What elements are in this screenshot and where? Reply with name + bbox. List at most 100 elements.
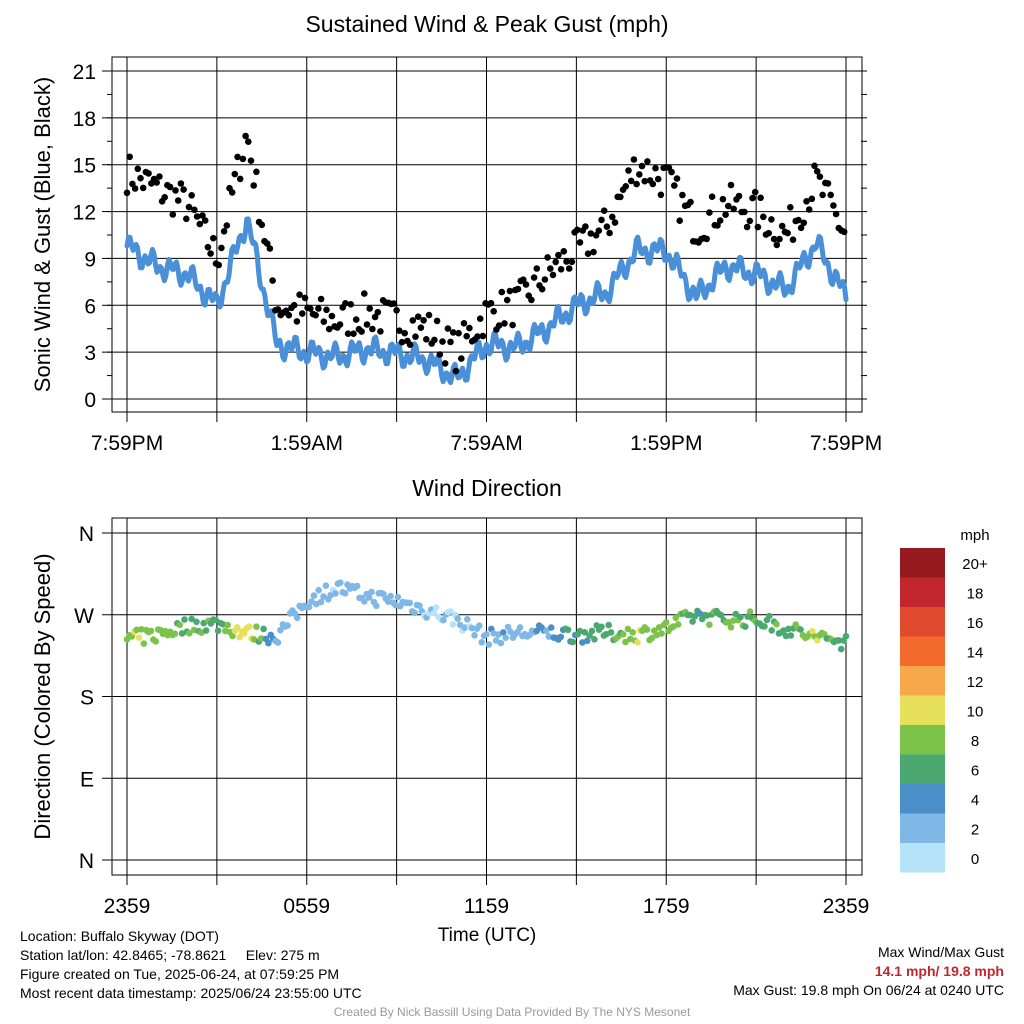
direction-point xyxy=(430,609,438,617)
direction-point xyxy=(672,614,680,622)
direction-point xyxy=(322,582,330,589)
peak-gust-point xyxy=(199,212,206,219)
sonic-wind-line xyxy=(124,216,849,386)
direction-point xyxy=(737,613,744,621)
direction-point xyxy=(485,641,493,648)
peak-gust-point xyxy=(174,197,182,204)
direction-point xyxy=(193,618,200,626)
peak-gust-point xyxy=(506,287,514,295)
direction-point xyxy=(186,630,193,637)
peak-gust-point xyxy=(687,198,694,206)
peak-gust-point xyxy=(223,222,231,229)
colorbar-swatch xyxy=(900,843,945,873)
top-x-tick-label: 7:59PM xyxy=(91,432,163,455)
peak-gust-point xyxy=(644,158,651,165)
direction-point xyxy=(797,626,804,633)
direction-point xyxy=(332,590,339,597)
peak-gust-point xyxy=(444,325,452,332)
peak-gust-point xyxy=(824,180,832,187)
direction-point xyxy=(181,616,188,623)
peak-gust-point xyxy=(587,230,595,237)
peak-gust-point xyxy=(552,258,559,266)
peak-gust-point xyxy=(816,173,824,180)
direction-point xyxy=(837,645,845,653)
peak-gust-point xyxy=(458,355,465,362)
bottom-x-tick-label: 1159 xyxy=(464,895,509,918)
colorbar-label: 12 xyxy=(967,674,984,691)
peak-gust-point xyxy=(401,329,409,337)
bottom-chart-title: Wind Direction xyxy=(412,475,562,501)
direction-point xyxy=(260,625,267,633)
credit-text: Created By Nick Bassill Using Data Provi… xyxy=(333,1005,691,1019)
top-y-tick-label: 6 xyxy=(84,295,96,318)
colorbar-unit: mph xyxy=(960,527,989,544)
peak-gust-point xyxy=(778,222,786,230)
peak-gust-point xyxy=(161,194,168,201)
peak-gust-point xyxy=(541,276,549,283)
direction-point xyxy=(176,621,183,629)
peak-gust-point xyxy=(595,227,603,234)
colorbar-label: 2 xyxy=(971,821,979,838)
direction-point xyxy=(782,632,790,640)
peak-gust-point xyxy=(210,234,217,242)
bottom-y-axis-label: Direction (Colored By Speed) xyxy=(30,553,55,839)
direction-point xyxy=(265,639,272,647)
peak-gust-point xyxy=(344,330,352,338)
peak-gust-point xyxy=(819,191,826,199)
peak-gust-point xyxy=(414,313,422,321)
colorbar-swatch xyxy=(900,754,945,784)
direction-point xyxy=(547,624,555,631)
peak-gust-point xyxy=(574,226,581,234)
direction-point xyxy=(241,630,248,637)
direction-point xyxy=(305,603,313,611)
peak-gust-point xyxy=(627,177,635,185)
peak-gust-point xyxy=(840,228,848,236)
direction-point xyxy=(233,624,241,631)
peak-gust-point xyxy=(131,185,139,192)
direction-point xyxy=(691,612,699,620)
peak-gust-point xyxy=(668,168,675,176)
peak-gust-point xyxy=(145,170,152,177)
peak-gust-point xyxy=(657,191,665,199)
peak-gust-point xyxy=(296,291,303,299)
peak-gust-point xyxy=(576,239,584,246)
top-y-tick-label: 9 xyxy=(84,248,96,271)
direction-point xyxy=(629,629,636,636)
peak-gust-point xyxy=(533,265,541,272)
direction-point xyxy=(533,627,541,635)
top-y-tick-label: 12 xyxy=(73,202,96,225)
peak-gust-point xyxy=(449,329,457,336)
peak-gust-point xyxy=(172,187,179,194)
direction-point xyxy=(598,623,605,631)
peak-gust-point xyxy=(679,191,686,199)
peak-gust-point xyxy=(487,299,495,307)
colorbar-swatch xyxy=(900,548,945,578)
station-text: Station lat/lon: 42.8465; -78.8621 Elev:… xyxy=(20,947,320,963)
max-label: Max Wind/Max Gust xyxy=(877,944,1004,960)
peak-gust-point xyxy=(247,157,255,164)
peak-gust-point xyxy=(263,240,271,247)
peak-gust-point xyxy=(708,193,716,200)
peak-gust-point xyxy=(374,308,382,316)
peak-gust-point xyxy=(498,288,506,296)
direction-point xyxy=(516,624,524,631)
peak-gust-point xyxy=(166,183,174,191)
direction-point xyxy=(648,634,656,642)
direction-point xyxy=(416,602,423,609)
direction-point xyxy=(557,633,565,641)
direction-point xyxy=(689,618,696,625)
bottom-x-tick-label: 2359 xyxy=(104,895,151,918)
peak-gust-point xyxy=(363,321,371,328)
direction-point xyxy=(440,616,447,624)
wind-direction-chart: N E S W N 2359 0559 1159 1759 2359 Wind Direction T… xyxy=(30,475,869,946)
direction-point xyxy=(315,586,323,594)
peak-gust-point xyxy=(447,338,454,346)
peak-gust-point xyxy=(776,235,783,243)
colorbar-label: 10 xyxy=(967,703,984,720)
direction-point xyxy=(411,609,418,617)
peak-gust-point xyxy=(417,324,425,332)
peak-gust-point xyxy=(501,320,508,327)
peak-gust-point xyxy=(269,277,276,284)
speed-colorbar: mph 20+ 18 16 14 12 10 8 6 4 2 0 xyxy=(900,527,990,873)
peak-gust-point xyxy=(420,317,427,324)
